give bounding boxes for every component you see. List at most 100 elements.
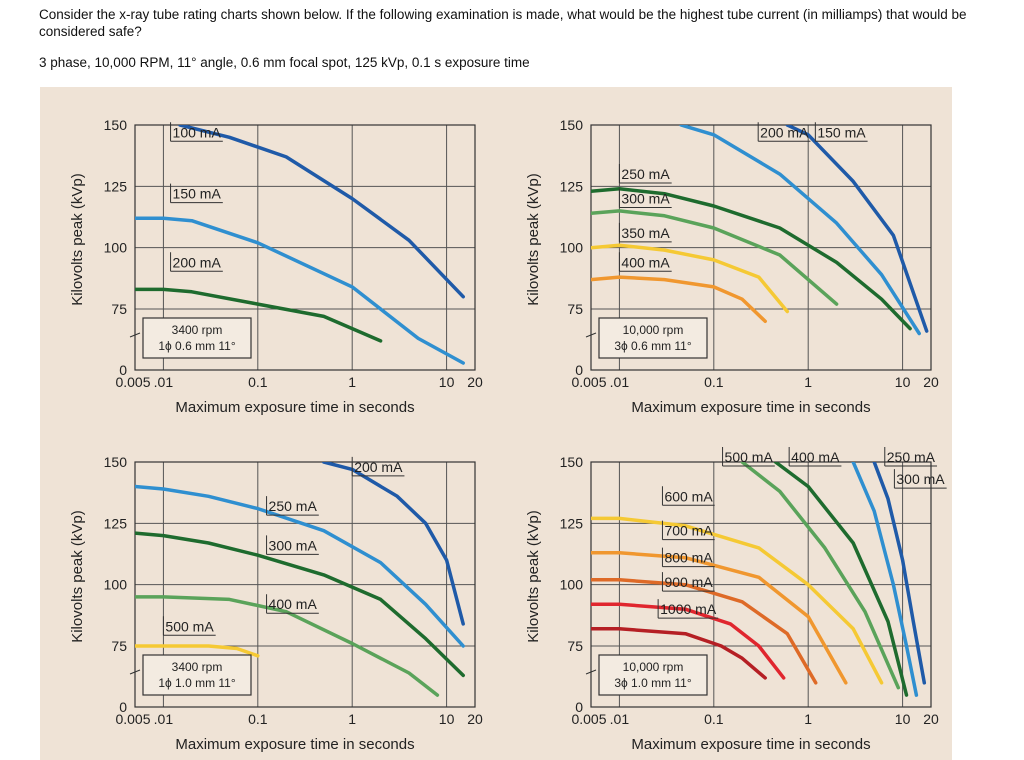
x-tick-label: 10	[895, 711, 911, 727]
series-line-900-ma	[591, 602, 786, 680]
spec-box	[598, 654, 708, 696]
curve-label: 1000 mA	[660, 601, 717, 617]
axis-break	[129, 332, 141, 338]
label-frame	[893, 469, 947, 489]
label-frame	[266, 594, 319, 614]
y-axis-label: Kilovolts peak (kVp)	[69, 510, 86, 643]
x-tick-label: 0.1	[704, 711, 724, 727]
y-tick-label: 0	[119, 362, 127, 378]
y-axis-label: Kilovolts peak (kVp)	[525, 510, 542, 643]
series-line-800-ma	[591, 578, 818, 685]
series-line-400-ma	[135, 595, 440, 697]
y-tick-label: 125	[560, 178, 584, 194]
x-tick-label: 0.1	[248, 374, 268, 390]
axis-break	[585, 332, 597, 338]
series-line-150-ma	[785, 125, 929, 333]
spec-rpm: 3400 rpm	[172, 323, 223, 337]
y-tick-label: 150	[104, 117, 128, 133]
chart-top-left: 0.005.01 0.1 1 10 20 0 75 100 125 150 Maximum expo…	[69, 117, 483, 416]
curve-label: 200 mA	[354, 459, 403, 475]
curve-label: 350 mA	[621, 225, 670, 241]
plot-frame	[134, 124, 476, 371]
curve-label: 700 mA	[664, 523, 713, 539]
y-tick-label: 0	[575, 699, 583, 715]
x-tick-label: 20	[923, 374, 939, 390]
series-line-100-ma	[178, 125, 465, 299]
y-tick-label: 100	[560, 577, 584, 593]
curve-label: 600 mA	[664, 488, 713, 504]
axis-break	[129, 669, 141, 675]
chart-bottom-right: 0.005.01 0.1 1 10 20 0 75 100 125 150 Maximum expo…	[525, 447, 947, 753]
label-frame	[661, 547, 715, 568]
label-frame	[757, 122, 811, 142]
label-frame	[351, 456, 405, 477]
x-tick-label: 1	[804, 711, 812, 727]
label-frame	[661, 486, 715, 506]
x-tick-label: .01	[154, 374, 174, 390]
exam-parameters: 3 phase, 10,000 RPM, 11° angle, 0.6 mm f…	[39, 55, 530, 70]
curve-label: 150 mA	[817, 124, 866, 140]
spec-rpm: 10,000 rpm	[623, 660, 684, 674]
x-tick-label: .01	[610, 711, 630, 727]
curve-label: 250 mA	[621, 166, 670, 182]
curve-label: 900 mA	[664, 574, 713, 590]
curve-label: 300 mA	[621, 191, 670, 207]
series-line-500-ma	[740, 462, 901, 690]
series-line-200-ma	[135, 287, 383, 343]
x-tick-label: 0.005	[115, 374, 150, 390]
y-axis-label: Kilovolts peak (kVp)	[525, 173, 542, 306]
curve-label: 250 mA	[887, 449, 936, 465]
axis-break	[585, 669, 597, 675]
curve-label: 300 mA	[896, 471, 945, 487]
y-tick-label: 100	[104, 577, 128, 593]
spec-box	[142, 317, 252, 359]
curve-label: 200 mA	[760, 124, 809, 140]
series-line-200-ma	[322, 462, 465, 626]
label-frame	[266, 535, 319, 555]
label-frame	[618, 188, 672, 209]
y-tick-label: 0	[119, 699, 127, 715]
y-axis-label: Kilovolts peak (kVp)	[69, 173, 86, 306]
plot-frame	[590, 461, 932, 708]
curve-label: 400 mA	[269, 596, 318, 612]
series-line-300-ma	[591, 209, 839, 306]
y-tick-label: 150	[560, 117, 584, 133]
label-frame	[170, 183, 223, 204]
label-frame	[788, 447, 842, 467]
curve-label: 400 mA	[621, 254, 670, 270]
spec-box	[598, 317, 708, 359]
x-tick-label: 0.005	[571, 711, 606, 727]
x-tick-label: .01	[610, 374, 630, 390]
curve-label: 500 mA	[165, 618, 214, 634]
label-frame	[618, 222, 672, 243]
y-tick-label: 75	[111, 638, 127, 654]
series-line-400-ma	[773, 462, 909, 697]
x-tick-label: 0.005	[115, 711, 150, 727]
x-tick-label: 0.1	[248, 711, 268, 727]
curve-label: 100 mA	[173, 124, 222, 140]
series-line-400-ma	[591, 275, 767, 324]
series-line-500-ma	[135, 644, 260, 658]
plot-frame	[134, 461, 476, 708]
x-axis-label: Maximum exposure time in seconds	[631, 736, 870, 753]
x-tick-label: 1	[804, 374, 812, 390]
series-line-200-ma	[679, 125, 921, 336]
chart-top-right: 0.005.01 0.1 1 10 20 0 75 100 125 150 Maximum expo…	[525, 117, 939, 416]
label-frame	[266, 496, 319, 516]
x-tick-label: 1	[348, 711, 356, 727]
spec-focal: 1ϕ 0.6 mm 11°	[158, 339, 236, 353]
spec-box	[142, 654, 252, 696]
spec-rpm: 10,000 rpm	[623, 323, 684, 337]
y-tick-label: 75	[567, 301, 583, 317]
series-line-300-ma	[135, 531, 465, 678]
label-frame	[618, 163, 672, 184]
y-tick-label: 150	[104, 454, 128, 470]
x-tick-label: 20	[467, 374, 483, 390]
label-frame	[162, 616, 216, 636]
x-axis-label: Maximum exposure time in seconds	[175, 399, 414, 416]
series-line-250-ma	[872, 462, 927, 685]
label-frame	[661, 520, 715, 541]
y-tick-label: 75	[111, 301, 127, 317]
series-line-150-ma	[135, 216, 465, 365]
spec-focal: 3ϕ 1.0 mm 11°	[614, 676, 692, 690]
